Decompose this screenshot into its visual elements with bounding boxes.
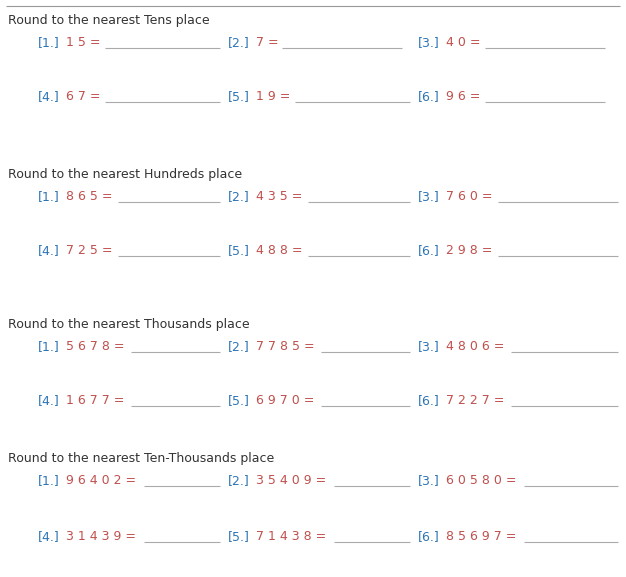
Text: [6.]: [6.] <box>418 394 439 407</box>
Text: 7 6 0 =: 7 6 0 = <box>446 190 493 203</box>
Text: [1.]: [1.] <box>38 36 59 49</box>
Text: [3.]: [3.] <box>418 190 439 203</box>
Text: 7 7 8 5 =: 7 7 8 5 = <box>256 340 315 353</box>
Text: 1 6 7 7 =: 1 6 7 7 = <box>66 394 125 407</box>
Text: 5 6 7 8 =: 5 6 7 8 = <box>66 340 125 353</box>
Text: 8 5 6 9 7 =: 8 5 6 9 7 = <box>446 530 516 543</box>
Text: [3.]: [3.] <box>418 474 439 487</box>
Text: 1 5 =: 1 5 = <box>66 36 101 49</box>
Text: [5.]: [5.] <box>228 244 250 257</box>
Text: [2.]: [2.] <box>228 474 250 487</box>
Text: [4.]: [4.] <box>38 90 59 103</box>
Text: 6 9 7 0 =: 6 9 7 0 = <box>256 394 314 407</box>
Text: [2.]: [2.] <box>228 340 250 353</box>
Text: 4 0 =: 4 0 = <box>446 36 481 49</box>
Text: 6 7 =: 6 7 = <box>66 90 101 103</box>
Text: [3.]: [3.] <box>418 340 439 353</box>
Text: 6 0 5 8 0 =: 6 0 5 8 0 = <box>446 474 516 487</box>
Text: Round to the nearest Hundreds place: Round to the nearest Hundreds place <box>8 168 242 181</box>
Text: 2 9 8 =: 2 9 8 = <box>446 244 493 257</box>
Text: [2.]: [2.] <box>228 190 250 203</box>
Text: 1 9 =: 1 9 = <box>256 90 290 103</box>
Text: [5.]: [5.] <box>228 90 250 103</box>
Text: [6.]: [6.] <box>418 530 439 543</box>
Text: [6.]: [6.] <box>418 90 439 103</box>
Text: [5.]: [5.] <box>228 394 250 407</box>
Text: [1.]: [1.] <box>38 190 59 203</box>
Text: [2.]: [2.] <box>228 36 250 49</box>
Text: [4.]: [4.] <box>38 530 59 543</box>
Text: 7 1 4 3 8 =: 7 1 4 3 8 = <box>256 530 326 543</box>
Text: [4.]: [4.] <box>38 244 59 257</box>
Text: [4.]: [4.] <box>38 394 59 407</box>
Text: [5.]: [5.] <box>228 530 250 543</box>
Text: [1.]: [1.] <box>38 340 59 353</box>
Text: 7 =: 7 = <box>256 36 279 49</box>
Text: 4 3 5 =: 4 3 5 = <box>256 190 302 203</box>
Text: 4 8 0 6 =: 4 8 0 6 = <box>446 340 505 353</box>
Text: [3.]: [3.] <box>418 36 439 49</box>
Text: Round to the nearest Thousands place: Round to the nearest Thousands place <box>8 318 250 331</box>
Text: 7 2 2 7 =: 7 2 2 7 = <box>446 394 505 407</box>
Text: 9 6 =: 9 6 = <box>446 90 480 103</box>
Text: [6.]: [6.] <box>418 244 439 257</box>
Text: 3 5 4 0 9 =: 3 5 4 0 9 = <box>256 474 326 487</box>
Text: 3 1 4 3 9 =: 3 1 4 3 9 = <box>66 530 136 543</box>
Text: 8 6 5 =: 8 6 5 = <box>66 190 113 203</box>
Text: Round to the nearest Ten-Thousands place: Round to the nearest Ten-Thousands place <box>8 452 274 465</box>
Text: [1.]: [1.] <box>38 474 59 487</box>
Text: 4 8 8 =: 4 8 8 = <box>256 244 302 257</box>
Text: Round to the nearest Tens place: Round to the nearest Tens place <box>8 14 210 27</box>
Text: 7 2 5 =: 7 2 5 = <box>66 244 113 257</box>
Text: 9 6 4 0 2 =: 9 6 4 0 2 = <box>66 474 136 487</box>
